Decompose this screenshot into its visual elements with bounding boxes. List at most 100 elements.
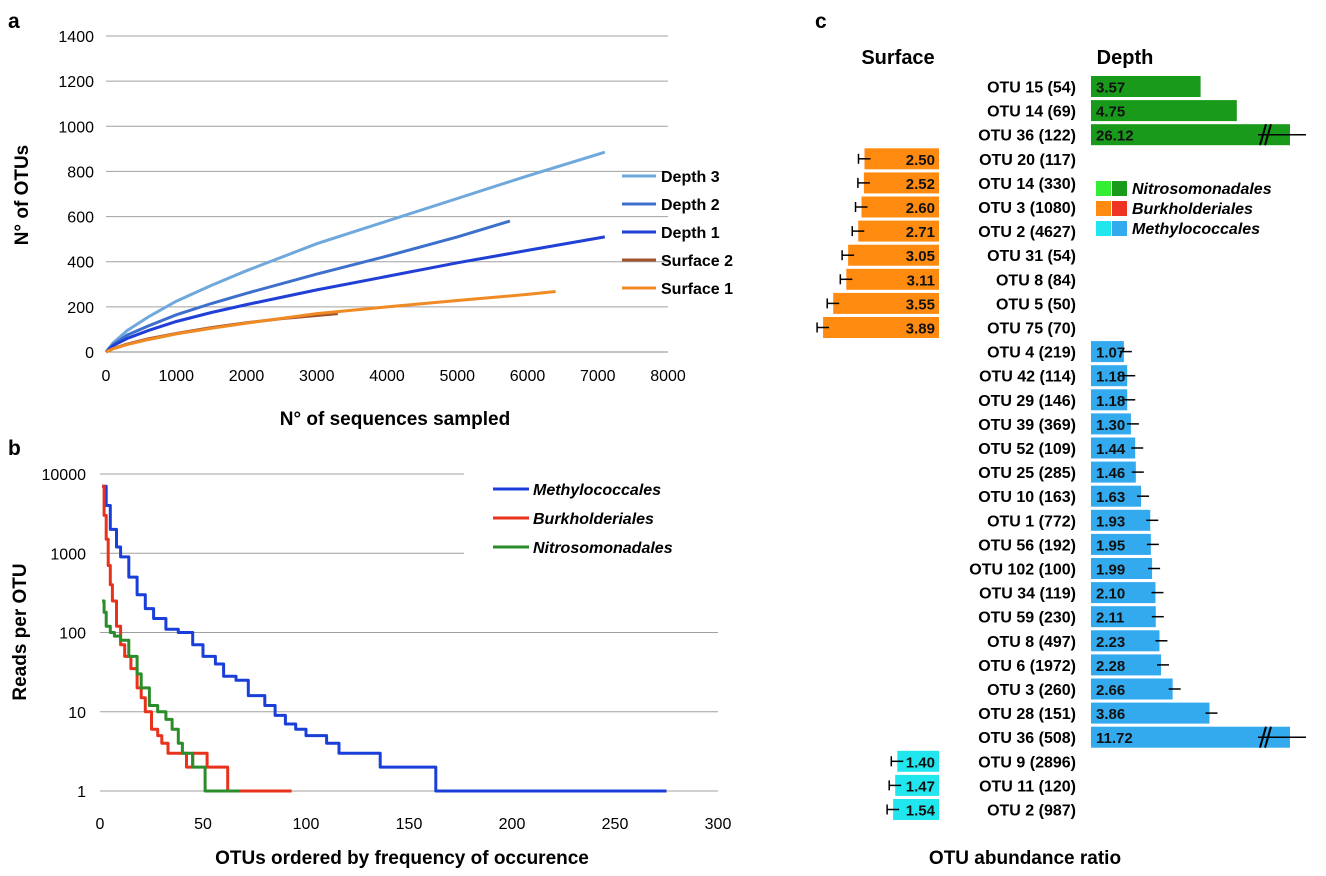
otu-label: OTU 34 (119) xyxy=(979,586,1076,603)
x-tick-label: 1000 xyxy=(158,368,194,385)
otu-label: OTU 15 (54) xyxy=(987,80,1076,97)
depth-bar xyxy=(1091,100,1237,122)
panel-c-surface-header: Surface xyxy=(861,47,934,69)
bar-value-label: 1.63 xyxy=(1096,489,1125,506)
x-tick-label: 8000 xyxy=(650,368,686,385)
depth-bar xyxy=(1091,413,1131,435)
otu-label: OTU 2 (4627) xyxy=(978,224,1076,241)
x-tick-label: 150 xyxy=(396,816,423,833)
panel-c-legend: Nitrosomonadales Burkholderiales Methyloco… xyxy=(1096,181,1272,238)
bar-value-label: 2.23 xyxy=(1096,634,1125,651)
panel-b-x-ticks: 0 50 100 150 200 250 300 xyxy=(96,816,732,833)
bar-value-label: 2.60 xyxy=(906,200,935,217)
y-tick-label: 400 xyxy=(67,255,94,272)
axis-break-mark xyxy=(1259,123,1267,146)
otu-label: OTU 5 (50) xyxy=(996,296,1076,313)
depth-bar xyxy=(1091,341,1124,363)
panel-b-series xyxy=(102,484,667,793)
depth-bar xyxy=(1091,76,1201,97)
depth-bar xyxy=(1091,702,1210,724)
otu-label: OTU 14 (330) xyxy=(978,176,1076,193)
series-line-surface-1 xyxy=(105,290,556,354)
panel-b-legend: Methylococcales Burkholderiales Nitrosomon… xyxy=(493,482,673,557)
panel-a-chart: 0 200 400 600 800 1000 1200 1400 0 1000 2000 3000 4… xyxy=(12,29,733,430)
depth-bar xyxy=(1091,654,1161,676)
depth-bar xyxy=(1091,533,1151,555)
panel-a-x-axis-title: N° of sequences sampled xyxy=(280,409,510,430)
legend-label: Depth 3 xyxy=(661,169,720,186)
depth-bar xyxy=(1091,630,1160,652)
surface-bar xyxy=(861,196,939,218)
otu-label: OTU 36 (508) xyxy=(978,730,1076,747)
otu-label: OTU 56 (192) xyxy=(978,537,1076,554)
legend-label: Surface 1 xyxy=(661,281,733,298)
otu-label: OTU 3 (1080) xyxy=(978,200,1076,217)
otu-label: OTU 1 (772) xyxy=(987,513,1076,530)
series-line-depth-3 xyxy=(104,150,606,353)
surface-bar xyxy=(833,292,939,314)
bar-value-label: 2.66 xyxy=(1096,682,1125,699)
surface-bar xyxy=(846,268,939,290)
otu-label: OTU 6 (1972) xyxy=(978,658,1076,675)
otu-label: OTU 75 (70) xyxy=(987,321,1076,338)
axis-break-mark xyxy=(1264,726,1272,748)
otu-label: OTU 31 (54) xyxy=(987,248,1076,265)
bar-value-label: 4.75 xyxy=(1096,104,1125,121)
bar-value-label: 1.95 xyxy=(1096,537,1125,554)
surface-bar xyxy=(893,799,939,820)
bar-value-label: 3.55 xyxy=(906,296,935,313)
y-tick-label: 10000 xyxy=(42,467,87,484)
bar-value-label: 1.18 xyxy=(1096,369,1125,386)
legend-label: Burkholderiales xyxy=(533,511,654,528)
panel-c-x-axis-title: OTU abundance ratio xyxy=(929,848,1121,869)
panel-c-label: c xyxy=(815,10,827,33)
y-tick-label: 1000 xyxy=(58,119,94,136)
otu-label: OTU 29 (146) xyxy=(978,393,1076,410)
series-line-methylococcales xyxy=(102,484,667,793)
otu-label: OTU 102 (100) xyxy=(969,562,1076,579)
bar-value-label: 3.57 xyxy=(1096,80,1125,97)
bar-value-label: 1.99 xyxy=(1096,562,1125,579)
panel-b-chart: 1 10 100 1000 10000 0 50 100 150 200 250 300 Methy… xyxy=(10,467,731,869)
x-tick-label: 200 xyxy=(499,816,526,833)
depth-bar xyxy=(1091,485,1142,507)
bar-value-label: 1.18 xyxy=(1096,393,1125,410)
series-line-depth-1 xyxy=(104,235,606,354)
depth-bar xyxy=(1091,558,1153,579)
x-tick-label: 6000 xyxy=(510,368,546,385)
surface-bar xyxy=(897,750,939,772)
panel-b-label: b xyxy=(8,437,21,460)
axis-break-mark xyxy=(1264,123,1272,146)
depth-bar xyxy=(1091,365,1128,387)
otu-label: OTU 8 (84) xyxy=(996,272,1076,289)
otu-label: OTU 2 (987) xyxy=(987,803,1076,820)
bar-value-label: 2.50 xyxy=(906,152,935,169)
x-tick-label: 250 xyxy=(602,816,629,833)
y-tick-label: 200 xyxy=(67,300,94,317)
series-line-burkholderiales xyxy=(102,484,292,793)
x-tick-label: 7000 xyxy=(580,368,616,385)
otu-label: OTU 39 (369) xyxy=(978,417,1076,434)
y-tick-label: 1400 xyxy=(58,29,94,46)
bar-value-label: 1.30 xyxy=(1096,417,1125,434)
bar-value-label: 1.47 xyxy=(906,778,935,795)
bar-value-label: 2.52 xyxy=(906,176,935,193)
bar-value-label: 2.28 xyxy=(1096,658,1125,675)
bar-value-label: 1.44 xyxy=(1096,441,1126,458)
panel-a-series xyxy=(104,150,606,354)
surface-bar xyxy=(848,244,939,266)
panel-b-y-ticks: 1 10 100 1000 10000 xyxy=(42,467,87,801)
y-tick-label: 10 xyxy=(68,705,86,722)
bar-value-label: 1.93 xyxy=(1096,513,1125,530)
x-tick-label: 2000 xyxy=(229,368,265,385)
bar-value-label: 3.86 xyxy=(1096,706,1125,723)
legend-swatch-depth xyxy=(1112,181,1127,196)
legend-swatch-surface xyxy=(1096,181,1111,196)
bar-value-label: 3.05 xyxy=(906,248,935,265)
legend-swatch-surface xyxy=(1096,221,1111,236)
y-tick-label: 1200 xyxy=(58,74,94,91)
depth-bar xyxy=(1091,582,1156,604)
otu-label: OTU 36 (122) xyxy=(978,128,1076,145)
x-tick-label: 0 xyxy=(96,816,105,833)
